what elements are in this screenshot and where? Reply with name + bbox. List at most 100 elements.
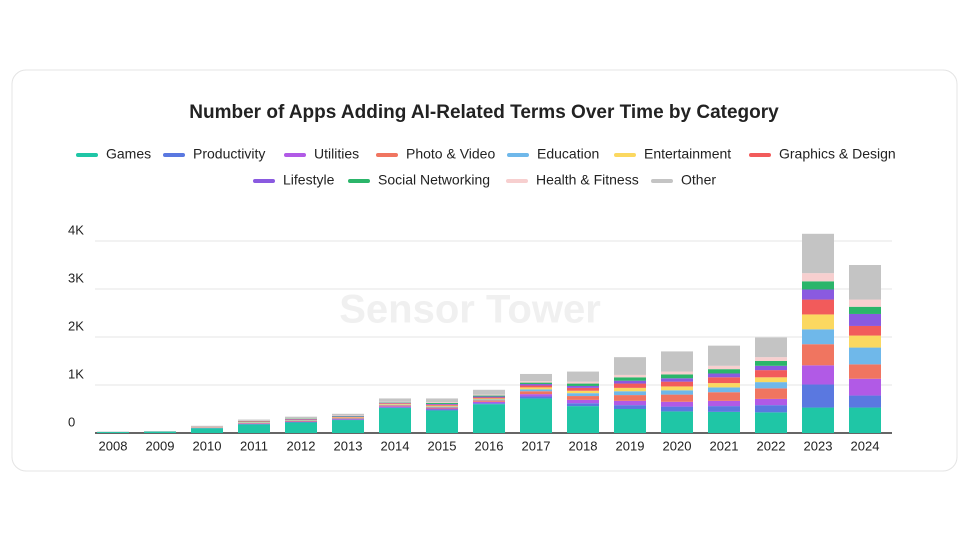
x-tick-label: 2010 <box>193 438 222 453</box>
watermark: Sensor Tower <box>339 288 601 332</box>
legend-label: Social Networking <box>378 172 490 188</box>
bar-segment <box>567 388 599 391</box>
bar-segment <box>379 403 411 404</box>
x-tick-label: 2024 <box>851 438 880 453</box>
bar-segment <box>755 399 787 405</box>
bar-segment <box>426 398 458 402</box>
bar-segment <box>614 405 646 409</box>
bar-segment <box>191 426 223 427</box>
bar-segment <box>755 405 787 412</box>
bar-segment <box>520 391 552 394</box>
bar-segment <box>661 395 693 402</box>
chart-title: Number of Apps Adding AI-Related Terms O… <box>189 102 779 123</box>
bar-segment <box>661 351 693 371</box>
bar-segment <box>567 382 599 384</box>
bar-segment <box>332 420 364 433</box>
bar-segment <box>661 386 693 390</box>
bar-segment <box>426 403 458 404</box>
x-tick-label: 2014 <box>381 438 410 453</box>
bar-segment <box>849 396 881 408</box>
bar-segment <box>708 346 740 366</box>
bar-segment <box>614 391 646 395</box>
bar-segment <box>755 357 787 361</box>
bar-segment <box>473 397 505 398</box>
bar-segment <box>426 408 458 409</box>
x-tick-label: 2019 <box>616 438 645 453</box>
bar-segment <box>567 400 599 403</box>
x-tick-label: 2008 <box>99 438 128 453</box>
bar-segment <box>755 366 787 370</box>
legend-label: Games <box>106 146 151 162</box>
legend-label: Utilities <box>314 146 359 162</box>
bar-segment <box>708 412 740 433</box>
bar-segment <box>567 386 599 388</box>
bar-segment <box>661 372 693 375</box>
bar-segment <box>520 398 552 433</box>
bar-segment <box>426 409 458 410</box>
bar-segment <box>849 326 881 336</box>
bar-segment <box>849 336 881 348</box>
bar-segment <box>708 387 740 392</box>
bar-segment <box>661 382 693 387</box>
bar-segment <box>708 392 740 401</box>
bar-segment <box>567 406 599 433</box>
bar-segment <box>567 403 599 406</box>
bar-segment <box>802 314 834 329</box>
bar-segment <box>708 401 740 406</box>
legend-label: Photo & Video <box>406 146 495 162</box>
bar-segment <box>661 374 693 378</box>
bar-segment <box>614 384 646 388</box>
bar-segment <box>379 398 411 401</box>
bar-segment <box>708 383 740 387</box>
bar-segment <box>520 387 552 389</box>
legend-label: Productivity <box>193 146 265 162</box>
x-tick-label: 2021 <box>710 438 739 453</box>
bar-segment <box>755 412 787 433</box>
bar-segment <box>473 404 505 433</box>
bar-segment <box>97 432 129 433</box>
bar-segment <box>661 378 693 381</box>
x-tick-label: 2015 <box>428 438 457 453</box>
bar-segment <box>755 388 787 399</box>
bar-segment <box>520 394 552 396</box>
bar-segment <box>426 402 458 403</box>
legend-label: Education <box>537 146 599 162</box>
legend-label: Other <box>681 172 716 188</box>
bar-segment <box>802 234 834 273</box>
bar-segment <box>379 407 411 408</box>
bar-segment <box>614 357 646 375</box>
bar-segment <box>473 400 505 401</box>
bar-segment <box>238 420 270 421</box>
bar-segment <box>614 401 646 405</box>
bar-segment <box>802 344 834 365</box>
bar-segment <box>802 329 834 344</box>
bar-segment <box>661 390 693 394</box>
bar-segment <box>144 432 176 433</box>
bar-segment <box>191 428 223 433</box>
bar-segment <box>426 407 458 408</box>
bar-segment <box>802 385 834 408</box>
bar-segment <box>426 405 458 406</box>
bar-segment <box>755 370 787 377</box>
x-tick-label: 2016 <box>475 438 504 453</box>
bar-segment <box>802 281 834 289</box>
bar-segment <box>802 289 834 299</box>
bar-segment <box>567 396 599 400</box>
x-tick-label: 2017 <box>522 438 551 453</box>
bar-segment <box>473 396 505 397</box>
bar-segment <box>708 369 740 373</box>
bar-segment <box>802 273 834 281</box>
bar-segment <box>661 402 693 407</box>
bar-segment <box>285 422 317 433</box>
bar-segment <box>567 372 599 382</box>
bar-segment <box>567 393 599 396</box>
bar-segment <box>473 399 505 400</box>
bar-segment <box>426 409 458 410</box>
bar-segment <box>614 377 646 380</box>
y-tick-label: 0 <box>68 414 75 429</box>
bar-segment <box>661 411 693 433</box>
bar-segment <box>379 404 411 405</box>
bar-segment <box>614 375 646 377</box>
